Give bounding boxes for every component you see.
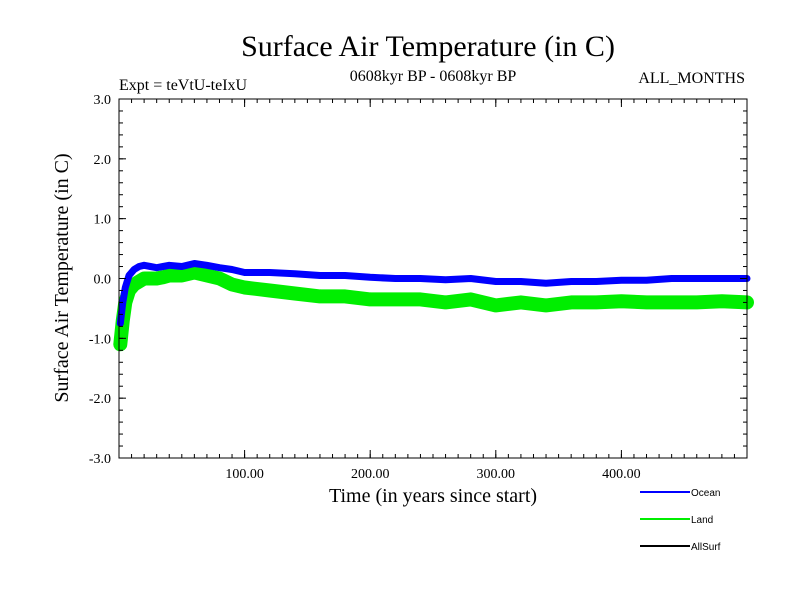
x-tick-label: 100.00 — [225, 467, 264, 482]
legend: Ocean Land AllSurf — [640, 488, 721, 553]
legend-label: Ocean — [691, 488, 720, 499]
x-axis-label: Time (in years since start) — [329, 485, 537, 507]
y-axis: -3.0 -2.0 -1.0 0.0 1.0 2.0 3.0 — [89, 93, 747, 467]
series-line-land — [113, 265, 754, 352]
y-tick-label: -3.0 — [89, 452, 111, 467]
x-tick-label: 400.00 — [602, 467, 641, 482]
series-layer — [113, 260, 754, 352]
y-tick-label: -1.0 — [89, 332, 111, 347]
chart-subtitle-right: ALL_MONTHS — [638, 70, 745, 87]
chart-subtitle-center: 0608kyr BP - 0608kyr BP — [350, 68, 517, 85]
y-tick-label: -2.0 — [89, 392, 111, 407]
y-tick-label: 0.0 — [94, 273, 112, 288]
x-axis: 100.00 200.00 300.00 400.00 — [131, 99, 735, 482]
y-tick-label: 2.0 — [94, 153, 112, 168]
legend-label: Land — [691, 515, 713, 526]
chart-title: Surface Air Temperature (in C) — [241, 30, 615, 63]
legend-label: AllSurf — [691, 542, 721, 553]
chart-subtitle-left: Expt = teVtU-teIxU — [119, 77, 248, 94]
series-line-ocean — [116, 260, 751, 327]
x-tick-label: 300.00 — [477, 467, 516, 482]
plot-area — [113, 98, 754, 459]
y-axis-label: Surface Air Temperature (in C) — [51, 153, 73, 402]
y-tick-label: 3.0 — [94, 93, 112, 108]
x-tick-label: 200.00 — [351, 467, 390, 482]
y-tick-label: 1.0 — [94, 213, 112, 228]
